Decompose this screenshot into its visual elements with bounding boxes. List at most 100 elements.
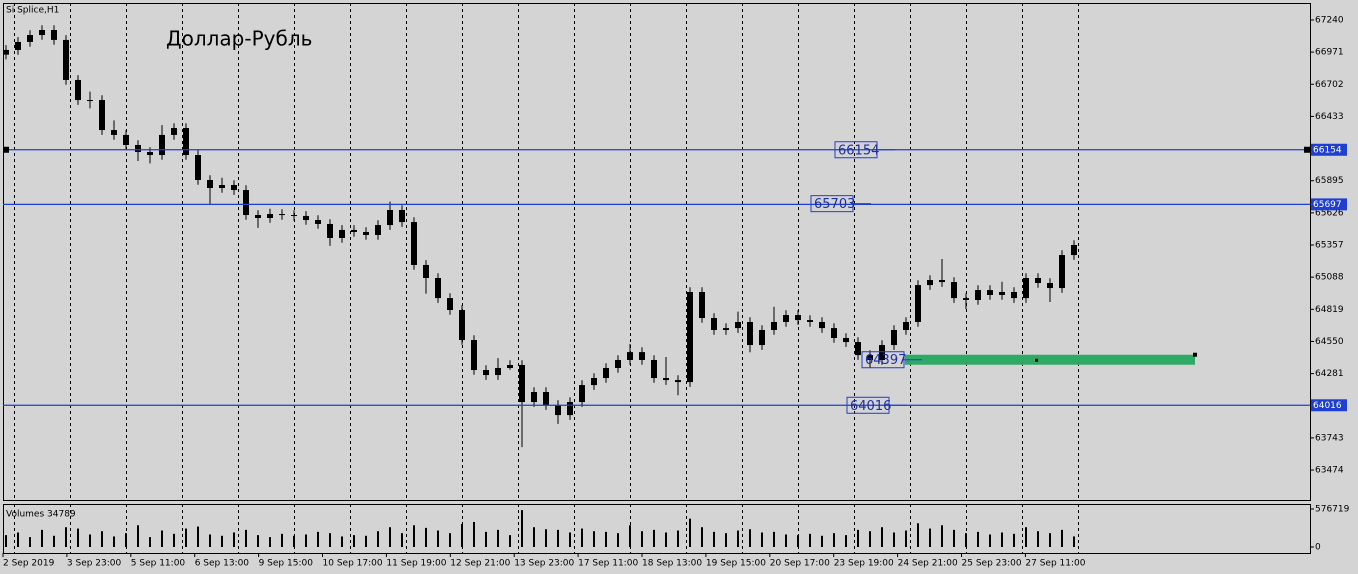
volume-bar: [857, 529, 859, 547]
volume-bar: [989, 534, 991, 547]
candle-body: [303, 215, 309, 221]
volume-bar: [497, 529, 499, 547]
candle-body: [507, 364, 513, 368]
candle-body: [315, 220, 321, 224]
volume-bar: [305, 534, 307, 547]
x-tick-label: 3 Sep 23:00: [67, 559, 122, 569]
volume-bar: [341, 536, 343, 547]
x-tick-label: 2 Sep 2019: [3, 559, 55, 569]
candle-body: [579, 385, 585, 403]
volume-bar: [977, 531, 979, 547]
volume-bar: [677, 530, 679, 547]
candle-body: [855, 342, 861, 356]
level-handle: [1304, 146, 1310, 153]
candle-body: [87, 100, 93, 102]
volume-bar: [641, 531, 643, 547]
volume-bar: [425, 527, 427, 547]
candle-body: [39, 30, 45, 36]
volume-bar: [5, 535, 7, 547]
annotation-box: [861, 351, 905, 369]
candle-body: [1023, 277, 1029, 299]
candle-body: [399, 209, 405, 223]
volume-bar: [389, 527, 391, 547]
volume-bar: [173, 533, 175, 547]
candle-body: [1035, 277, 1041, 284]
candle-body: [123, 134, 129, 145]
volume-bar: [605, 531, 607, 547]
candle-body: [879, 345, 885, 360]
volume-bar: [1001, 532, 1003, 547]
candle-body: [951, 282, 957, 299]
candle-body: [843, 337, 849, 343]
x-tick-label: 27 Sep 11:00: [1025, 559, 1085, 569]
volume-bar: [593, 531, 595, 547]
annotation-box: [846, 396, 890, 414]
candle-body: [735, 321, 741, 329]
candle-body: [279, 214, 285, 216]
volume-bar: [437, 530, 439, 547]
candle-body: [363, 231, 369, 235]
candle-body: [891, 329, 897, 346]
volume-bar: [965, 533, 967, 547]
volume-bar: [221, 535, 223, 547]
candle-body: [795, 315, 801, 321]
candle-body: [1059, 255, 1065, 289]
candle-body: [411, 222, 417, 265]
x-tick-label: 5 Sep 11:00: [131, 559, 186, 569]
candle-body: [327, 223, 333, 238]
level-axis-label: 65697: [1313, 200, 1342, 210]
candle-body: [963, 298, 969, 300]
candle-body: [195, 155, 201, 180]
x-tick-label: 13 Sep 23:00: [514, 559, 574, 569]
x-tick-label: 23 Sep 19:00: [834, 559, 894, 569]
candle-body: [15, 41, 21, 50]
volume-bar: [101, 531, 103, 547]
candle-body: [27, 35, 33, 42]
volume-bar: [233, 532, 235, 547]
y-tick-label: 64550: [1315, 337, 1344, 347]
volume-bar: [869, 531, 871, 547]
level-axis-box: [1311, 399, 1347, 412]
candle-body: [771, 321, 777, 330]
volume-bar: [905, 530, 907, 547]
candle-body: [723, 328, 729, 330]
volume-bar: [209, 534, 211, 547]
volume-bar: [653, 529, 655, 547]
volume-bar: [413, 525, 415, 547]
x-tick-label: 19 Sep 15:00: [706, 559, 766, 569]
x-tick-label: 25 Sep 23:00: [962, 559, 1022, 569]
candle-body: [651, 359, 657, 379]
candle-body: [459, 310, 465, 341]
candle-body: [603, 367, 609, 379]
candle-body: [591, 378, 597, 386]
candle-body: [543, 392, 549, 406]
candle-body: [135, 144, 141, 153]
volume-bar: [125, 533, 127, 547]
candle-body: [807, 320, 813, 322]
candle-body: [639, 352, 645, 360]
candle-body: [207, 179, 213, 189]
volume-bar: [461, 523, 463, 547]
candle-body: [1047, 283, 1053, 289]
volume-panel-frame: [3, 504, 1311, 554]
annotation-box: [834, 141, 878, 159]
volume-bar: [137, 525, 139, 547]
volume-bar: [761, 532, 763, 547]
x-tick-label: 20 Sep 17:00: [770, 559, 830, 569]
level-handle: [3, 146, 9, 153]
y-tick-label: 66702: [1315, 80, 1344, 90]
volume-bar: [785, 534, 787, 547]
y-tick-label: 66971: [1315, 48, 1344, 58]
volume-bar: [485, 531, 487, 547]
level-axis-label: 64016: [1313, 401, 1342, 411]
y-tick-label: 65357: [1315, 241, 1344, 251]
volume-bar: [65, 527, 67, 547]
volume-bar: [17, 532, 19, 547]
volume-bar: [953, 529, 955, 547]
volume-bar: [1073, 536, 1075, 547]
candle-body: [495, 367, 501, 376]
volume-bar: [245, 529, 247, 547]
volume-bar: [185, 528, 187, 547]
candle-body: [231, 185, 237, 191]
candle-body: [615, 359, 621, 368]
